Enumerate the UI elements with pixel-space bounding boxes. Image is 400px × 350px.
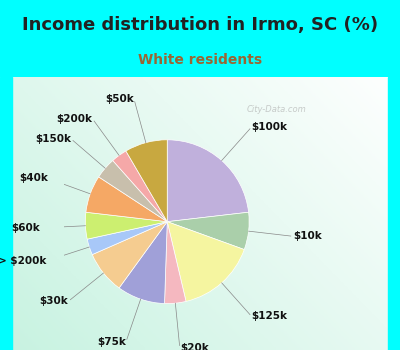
Text: $75k: $75k bbox=[97, 337, 126, 347]
Text: $20k: $20k bbox=[180, 343, 208, 350]
Text: $60k: $60k bbox=[12, 223, 40, 233]
Text: $10k: $10k bbox=[293, 231, 322, 242]
Wedge shape bbox=[167, 222, 244, 301]
Wedge shape bbox=[164, 222, 186, 303]
Wedge shape bbox=[167, 140, 248, 222]
Text: $200k: $200k bbox=[57, 114, 93, 124]
Text: Income distribution in Irmo, SC (%): Income distribution in Irmo, SC (%) bbox=[22, 16, 378, 34]
Text: > $200k: > $200k bbox=[0, 256, 46, 266]
Wedge shape bbox=[99, 161, 167, 222]
Text: $150k: $150k bbox=[35, 134, 71, 144]
Wedge shape bbox=[113, 151, 167, 222]
Text: $40k: $40k bbox=[19, 174, 48, 183]
Text: $50k: $50k bbox=[105, 94, 134, 104]
Wedge shape bbox=[126, 140, 167, 222]
Text: $30k: $30k bbox=[40, 296, 68, 306]
Wedge shape bbox=[167, 212, 249, 250]
Bar bbox=[0, 77, 12, 350]
Text: $100k: $100k bbox=[252, 122, 288, 132]
Wedge shape bbox=[92, 222, 167, 288]
Wedge shape bbox=[86, 177, 167, 222]
Text: $125k: $125k bbox=[252, 312, 288, 322]
Wedge shape bbox=[87, 222, 167, 254]
Text: White residents: White residents bbox=[138, 53, 262, 67]
Text: City-Data.com: City-Data.com bbox=[246, 105, 306, 114]
Wedge shape bbox=[85, 212, 167, 239]
Bar bbox=[388, 77, 400, 350]
Wedge shape bbox=[119, 222, 167, 303]
